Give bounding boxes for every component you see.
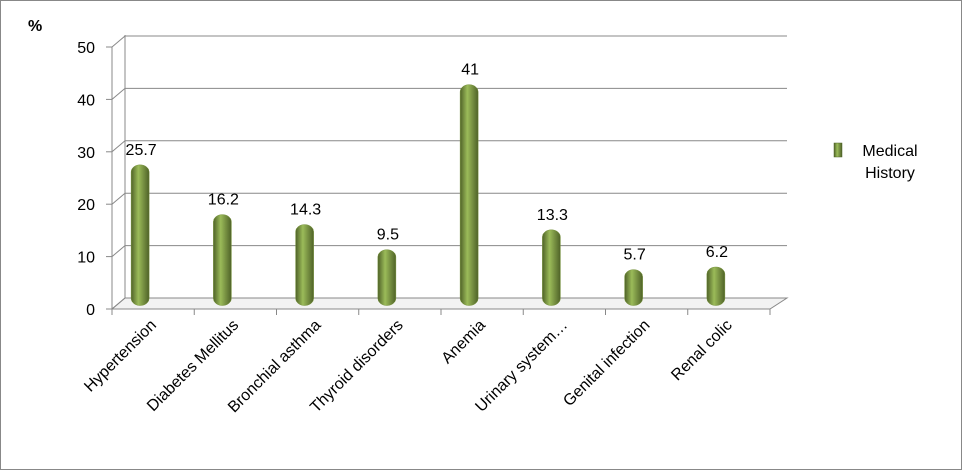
y-tick-label: 0 — [86, 302, 95, 319]
y-axis-segment — [111, 297, 126, 310]
y-axis-segment — [111, 140, 126, 153]
bar — [213, 214, 232, 306]
bar — [295, 224, 314, 306]
value-label: 9.5 — [377, 227, 399, 244]
y-axis-segment — [111, 245, 126, 257]
value-label: 6.2 — [706, 244, 728, 261]
bar — [377, 249, 397, 306]
value-label: 13.3 — [537, 207, 568, 224]
value-label: 5.7 — [624, 247, 646, 264]
bar — [542, 229, 561, 306]
y-tick-label: 30 — [77, 145, 95, 162]
value-label: 25.7 — [126, 142, 157, 159]
y-tick-label: 40 — [77, 92, 95, 109]
bar — [130, 164, 150, 306]
bar — [459, 84, 479, 306]
value-label: 14.3 — [290, 202, 321, 219]
y-axis-label: % — [28, 18, 42, 35]
y-tick-label: 50 — [77, 40, 95, 57]
value-label: 16.2 — [208, 192, 239, 209]
bar — [706, 266, 726, 306]
y-axis-segment — [111, 192, 126, 205]
bar — [624, 269, 643, 306]
y-tick-label: 20 — [77, 197, 95, 214]
legend-label: Medical History — [862, 143, 918, 182]
value-label: 41 — [461, 62, 479, 79]
y-tick-label: 10 — [77, 250, 95, 267]
y-axis-segment — [111, 88, 126, 100]
legend-marker — [833, 142, 843, 158]
y-axis-segment — [111, 35, 126, 48]
